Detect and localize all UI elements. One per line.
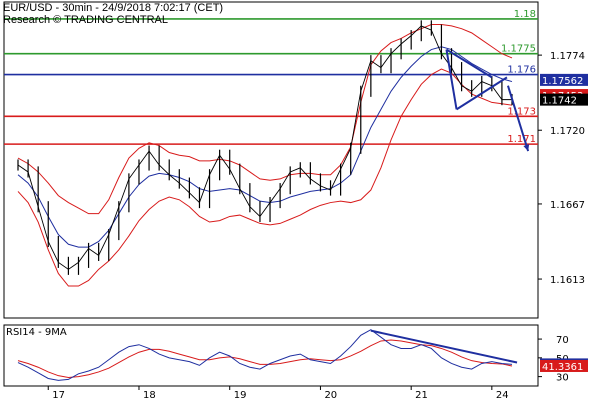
price-tag-label: 1.1742	[542, 96, 577, 107]
rsi-ma-line	[17, 339, 513, 379]
rsi-title: RSI14 - 9MA	[6, 327, 67, 338]
level-label: 1.171	[507, 134, 536, 145]
price-y-tick-label: 1.1667	[550, 200, 585, 211]
price-y-tick-label: 1.1774	[550, 51, 585, 62]
bollinger-lower-band	[17, 68, 513, 287]
triangle-trendline	[445, 48, 493, 79]
level-label: 1.176	[507, 65, 536, 76]
rsi-panel-frame	[3, 324, 539, 387]
triangle-trendline	[445, 49, 458, 110]
rsi-trendline	[370, 329, 518, 364]
chart-title: EUR/USD - 30min - 24/9/2018 7:02:17 (CET…	[3, 2, 224, 14]
x-axis-day-label: 19	[234, 390, 247, 400]
bollinger-upper-band	[17, 24, 513, 215]
rsi-y-tick-label: 70	[556, 335, 569, 346]
x-axis-day-label: 18	[143, 390, 156, 400]
rsi-tag-label: 41.3361	[542, 362, 583, 373]
forecast-arrow	[507, 85, 530, 152]
price-line	[17, 25, 512, 270]
x-axis-day-label: 24	[496, 390, 509, 400]
chart-subtitle: Research © TRADING CENTRAL	[3, 14, 168, 26]
x-axis-day-label: 21	[415, 390, 428, 400]
forecast-arrowhead	[523, 144, 530, 152]
moving-average-line	[17, 46, 513, 248]
x-axis-day-label: 17	[52, 390, 65, 400]
price-tag-label: 1.17562	[542, 76, 583, 87]
price-y-tick-label: 1.1720	[550, 126, 585, 137]
rsi-tag	[540, 359, 588, 372]
price-panel-frame	[3, 1, 539, 319]
price-tag	[540, 93, 588, 106]
triangle-trendline	[456, 76, 508, 111]
rsi-y-tick-label: 30	[556, 373, 569, 384]
rsi-line	[17, 329, 513, 381]
level-label: 1.1775	[501, 44, 536, 55]
level-label: 1.173	[507, 106, 536, 117]
price-tag	[540, 73, 588, 86]
x-axis-day-label: 20	[324, 390, 337, 400]
level-label: 1.18	[514, 9, 536, 20]
price-y-tick-label: 1.1613	[550, 275, 585, 286]
